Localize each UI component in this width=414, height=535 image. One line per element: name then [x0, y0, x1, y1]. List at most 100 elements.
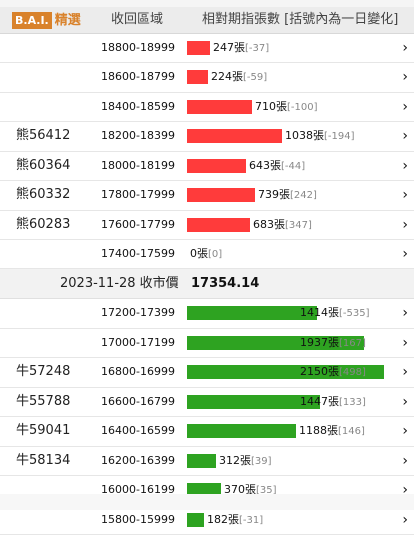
chevron-right-icon[interactable]: ›	[402, 40, 408, 56]
row-change: [146]	[338, 426, 365, 437]
row-value: 710張[-100]	[255, 93, 318, 122]
row-change: [242]	[290, 190, 317, 201]
row-bar	[187, 483, 221, 497]
row-range: 18200-18399	[101, 129, 175, 142]
row-label: 牛55788	[16, 394, 71, 409]
row-count: 739張	[258, 188, 290, 201]
row-count: 370張	[224, 483, 256, 496]
header-change: 相對期指張數 [括號內為一日變化]	[202, 12, 399, 27]
row-range: 18600-18799	[101, 70, 175, 83]
close-date: 2023-11-28 收市價	[60, 276, 179, 291]
row-value: 2150張[498]	[300, 358, 366, 387]
chevron-right-icon[interactable]: ›	[402, 187, 408, 203]
row-bar	[187, 395, 320, 409]
row-range: 17000-17199	[101, 336, 175, 349]
row-bar	[187, 129, 282, 143]
cbbc-row[interactable]: 熊60364 18000-18199 643張[-44] ›	[0, 152, 414, 181]
chevron-right-icon[interactable]: ›	[402, 69, 408, 85]
chevron-right-icon[interactable]: ›	[402, 394, 408, 410]
row-change: [-100]	[287, 102, 318, 113]
row-label: 牛58134	[16, 453, 71, 468]
row-count: 1447張	[300, 395, 339, 408]
chevron-right-icon[interactable]: ›	[402, 217, 408, 233]
row-range: 16200-16399	[101, 454, 175, 467]
cbbc-row[interactable]: 17200-17399 1414張[-535] ›	[0, 299, 414, 329]
row-value: 247張[-37]	[213, 34, 269, 63]
row-range: 16800-16999	[101, 365, 175, 378]
row-count: 0張	[190, 247, 208, 260]
chevron-right-icon[interactable]: ›	[402, 305, 408, 321]
row-change: [35]	[256, 485, 277, 496]
logo-badge: B.A.I.	[12, 12, 52, 29]
row-change: [39]	[251, 456, 272, 467]
row-count: 643張	[249, 159, 281, 172]
row-value: 1038張[-194]	[285, 122, 355, 151]
row-change: [-44]	[281, 161, 306, 172]
cbbc-row[interactable]: 熊60332 17800-17999 739張[242] ›	[0, 181, 414, 211]
row-bar	[187, 513, 204, 527]
row-range: 17200-17399	[101, 306, 175, 319]
row-value: 1447張[133]	[300, 388, 366, 417]
cbbc-row[interactable]: 熊60283 17600-17799 683張[347] ›	[0, 211, 414, 240]
bai-logo: B.A.I. 精選	[12, 12, 81, 29]
row-value: 182張[-31]	[207, 506, 263, 535]
row-range: 16400-16599	[101, 424, 175, 437]
chevron-right-icon[interactable]: ›	[402, 158, 408, 174]
logo-text: 精選	[54, 13, 81, 28]
row-range: 17600-17799	[101, 218, 175, 231]
row-change: [498]	[339, 367, 366, 378]
row-value: 224張[-59]	[211, 63, 267, 92]
cbbc-row[interactable]: 牛57248 16800-16999 2150張[498] ›	[0, 358, 414, 388]
row-label: 熊56412	[16, 128, 71, 143]
row-bar	[187, 306, 317, 320]
row-count: 1937張	[300, 336, 339, 349]
row-bar	[187, 365, 384, 379]
row-change: [133]	[339, 397, 366, 408]
row-label: 熊60283	[16, 217, 71, 232]
cbbc-row[interactable]: 牛55788 16600-16799 1447張[133] ›	[0, 388, 414, 417]
row-range: 16600-16799	[101, 395, 175, 408]
row-label: 牛57248	[16, 364, 71, 379]
row-bar	[187, 454, 216, 468]
row-count: 683張	[253, 218, 285, 231]
row-bar	[187, 159, 246, 173]
row-change: [167]	[339, 338, 366, 349]
cbbc-row[interactable]: 18600-18799 224張[-59] ›	[0, 63, 414, 93]
row-range: 18000-18199	[101, 159, 175, 172]
cbbc-row[interactable]: 牛58134 16200-16399 312張[39] ›	[0, 447, 414, 476]
row-label: 牛59041	[16, 423, 71, 438]
row-value: 739張[242]	[258, 181, 317, 210]
chevron-right-icon[interactable]: ›	[402, 453, 408, 469]
cbbc-row[interactable]: 17000-17199 1937張[167] ›	[0, 329, 414, 358]
row-change: [-535]	[339, 308, 370, 319]
cbbc-row[interactable]: 18400-18599 710張[-100] ›	[0, 93, 414, 122]
bottom-strip	[0, 494, 414, 510]
chevron-right-icon[interactable]: ›	[402, 512, 408, 528]
chevron-right-icon[interactable]: ›	[402, 335, 408, 351]
cbbc-row[interactable]: 18800-18999 247張[-37] ›	[0, 34, 414, 63]
chevron-right-icon[interactable]: ›	[402, 246, 408, 262]
market-close-row: 2023-11-28 收市價 17354.14	[0, 269, 414, 299]
chevron-right-icon[interactable]: ›	[402, 364, 408, 380]
row-change: [-194]	[324, 131, 355, 142]
chevron-right-icon[interactable]: ›	[402, 128, 408, 144]
cbbc-row[interactable]: 熊56412 18200-18399 1038張[-194] ›	[0, 122, 414, 152]
row-value: 1414張[-535]	[300, 299, 370, 328]
chevron-right-icon[interactable]: ›	[402, 99, 408, 115]
row-change: [-31]	[239, 515, 264, 526]
close-price: 17354.14	[191, 276, 260, 291]
row-range: 16000-16199	[101, 483, 175, 496]
row-bar	[187, 100, 252, 114]
row-change: [347]	[285, 220, 312, 231]
chevron-right-icon[interactable]: ›	[402, 423, 408, 439]
row-range: 17800-17999	[101, 188, 175, 201]
row-range: 18800-18999	[101, 41, 175, 54]
cbbc-row[interactable]: 牛59041 16400-16599 1188張[146] ›	[0, 417, 414, 447]
cbbc-row[interactable]: 17400-17599 0張[0] ›	[0, 240, 414, 269]
cbbc-row[interactable]: 15800-15999 182張[-31] ›	[0, 506, 414, 535]
row-bar	[187, 70, 208, 84]
chevron-right-icon[interactable]: ›	[402, 482, 408, 498]
row-count: 182張	[207, 513, 239, 526]
row-count: 710張	[255, 100, 287, 113]
row-bar	[187, 218, 250, 232]
